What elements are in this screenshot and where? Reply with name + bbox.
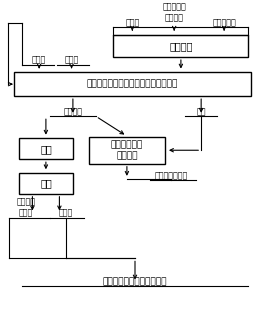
Text: 稀贵金属
富集物: 稀贵金属 富集物 — [16, 198, 35, 218]
Text: 硅基合金: 硅基合金 — [63, 107, 82, 116]
Text: 铁氧化物或
铜氧化物: 铁氧化物或 铜氧化物 — [162, 2, 186, 22]
Text: 分离: 分离 — [40, 178, 52, 188]
Text: 硅物料: 硅物料 — [32, 56, 46, 65]
Text: 凝固、研磨和
湿法浸出: 凝固、研磨和 湿法浸出 — [111, 140, 143, 160]
Text: 吹炼或无吹炼下高温熔炼捕集稀贵金属: 吹炼或无吹炼下高温熔炼捕集稀贵金属 — [87, 80, 178, 89]
Text: 还原剂: 还原剂 — [125, 18, 139, 27]
FancyBboxPatch shape — [89, 137, 165, 164]
FancyBboxPatch shape — [19, 173, 73, 194]
Text: 高纯硅: 高纯硅 — [59, 209, 73, 218]
FancyBboxPatch shape — [14, 72, 251, 96]
Text: 富集: 富集 — [40, 144, 52, 154]
FancyBboxPatch shape — [113, 35, 248, 57]
Text: 失效催化剂: 失效催化剂 — [212, 18, 236, 27]
Text: 电子或光伏产业用硅原材料: 电子或光伏产业用硅原材料 — [103, 277, 167, 286]
Text: 稀贵金属浸出液: 稀贵金属浸出液 — [155, 171, 188, 180]
Text: 低温还原: 低温还原 — [169, 41, 193, 51]
Text: 添加剂: 添加剂 — [65, 56, 79, 65]
Text: 废渣: 废渣 — [196, 107, 206, 116]
FancyBboxPatch shape — [19, 138, 73, 159]
